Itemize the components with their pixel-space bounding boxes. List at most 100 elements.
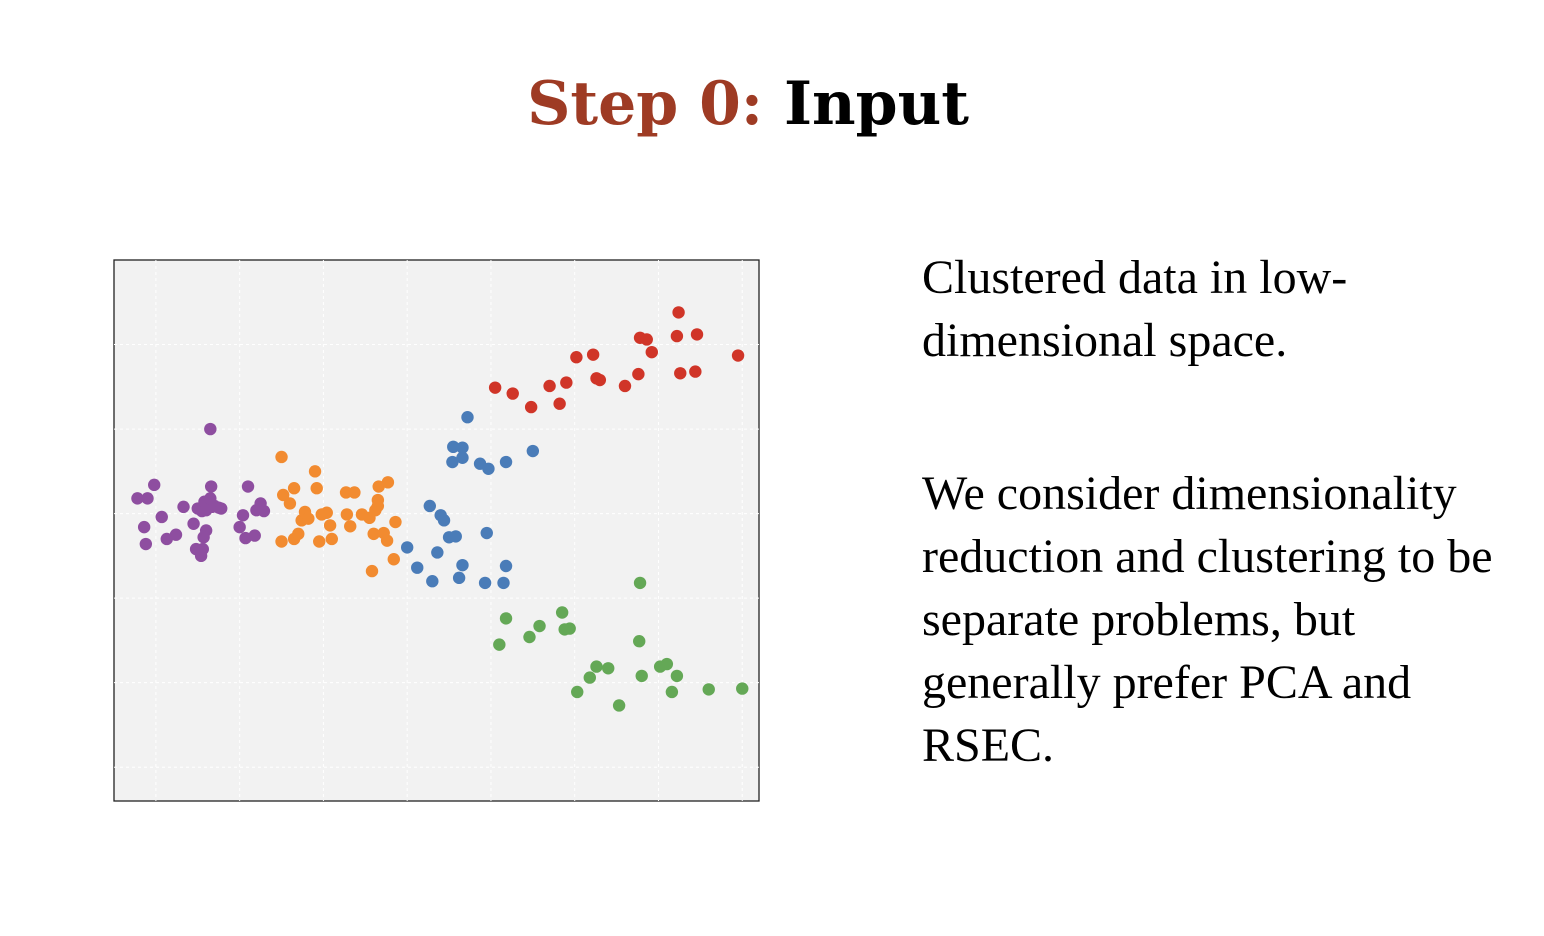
scatter-point-cluster-4 <box>586 348 600 361</box>
scatter-point-cluster-1 <box>160 532 173 546</box>
scatter-point-cluster-4 <box>618 379 632 393</box>
scatter-point-cluster-4 <box>731 349 745 362</box>
scatter-point-cluster-2 <box>367 527 380 541</box>
scatter-point-cluster-5 <box>635 669 648 683</box>
scatter-point-cluster-2 <box>275 450 288 464</box>
grid-lines <box>114 260 759 801</box>
slide-title: Step 0: Input <box>0 66 1496 142</box>
scatter-point-cluster-2 <box>325 532 338 546</box>
scatter-point-cluster-3 <box>478 576 492 590</box>
scatter-point-cluster-1 <box>241 480 255 493</box>
scatter-point-cluster-3 <box>437 514 451 527</box>
scatter-point-cluster-5 <box>602 662 615 675</box>
title-main-label: Input <box>783 69 969 139</box>
scatter-point-cluster-5 <box>670 669 684 683</box>
scatter-point-cluster-4 <box>506 387 519 400</box>
scatter-point-cluster-5 <box>493 638 506 651</box>
scatter-point-cluster-3 <box>411 561 424 574</box>
scatter-point-cluster-1 <box>137 520 151 534</box>
scatter-point-cluster-2 <box>313 535 326 548</box>
scatter-point-cluster-2 <box>389 515 402 529</box>
title-step-label: Step 0: <box>527 69 764 139</box>
scatter-point-cluster-2 <box>292 527 305 541</box>
scatter-point-cluster-3 <box>431 546 444 559</box>
scatter-point-cluster-2 <box>320 506 333 519</box>
scatter-point-cluster-3 <box>499 559 513 573</box>
scatter-point-cluster-3 <box>499 455 513 469</box>
scatter-point-cluster-1 <box>189 542 203 556</box>
scatter-point-cluster-4 <box>524 400 538 414</box>
scatter-point-cluster-2 <box>344 520 357 533</box>
scatter-point-cluster-1 <box>257 504 271 518</box>
scatter-point-cluster-3 <box>447 440 460 454</box>
scatter-point-cluster-3 <box>456 558 469 572</box>
scatter-point-cluster-3 <box>526 444 540 458</box>
scatter-point-cluster-3 <box>449 530 462 543</box>
scatter-point-cluster-5 <box>563 622 576 635</box>
scatter-point-cluster-2 <box>323 519 337 532</box>
scatter-point-cluster-2 <box>340 508 354 521</box>
scatter-point-cluster-4 <box>689 365 702 378</box>
scatter-point-cluster-5 <box>702 683 715 696</box>
scatter-point-cluster-3 <box>461 411 474 424</box>
scatter-point-cluster-2 <box>381 476 395 489</box>
scatter-point-cluster-3 <box>446 455 459 469</box>
scatter-point-cluster-1 <box>233 520 246 534</box>
scatter-point-cluster-4 <box>593 373 607 387</box>
scatter-point-cluster-2 <box>371 493 385 507</box>
scatter-point-cluster-3 <box>456 451 469 465</box>
scatter-point-cluster-1 <box>177 500 190 514</box>
scatter-point-cluster-1 <box>204 480 218 493</box>
scatter-point-cluster-4 <box>640 333 653 346</box>
scatter-point-cluster-4 <box>645 345 658 359</box>
scatter-point-cluster-3 <box>452 571 466 585</box>
scatter-point-cluster-3 <box>400 541 414 554</box>
scatter-point-cluster-5 <box>571 685 584 699</box>
scatter-point-cluster-5 <box>665 685 679 699</box>
scatter-point-cluster-3 <box>423 499 436 513</box>
scatter-point-cluster-4 <box>632 367 645 381</box>
scatter-point-cluster-4 <box>690 328 704 341</box>
scatter-point-cluster-1 <box>197 531 210 544</box>
scatter-point-cluster-1 <box>187 517 200 530</box>
scatter-point-cluster-5 <box>583 671 596 684</box>
scatter-point-cluster-1 <box>236 509 250 522</box>
scatter-point-cluster-3 <box>497 576 510 590</box>
scatter-point-cluster-2 <box>387 553 400 566</box>
scatter-point-cluster-4 <box>560 376 573 389</box>
scatter-point-cluster-4 <box>674 367 687 380</box>
scatter-point-cluster-5 <box>590 660 603 673</box>
scatter-point-cluster-1 <box>215 502 228 515</box>
scatter-point-cluster-1 <box>141 492 154 505</box>
scatter-point-cluster-3 <box>480 526 493 540</box>
scatter-point-cluster-5 <box>523 630 536 644</box>
scatter-point-cluster-4 <box>553 397 566 410</box>
scatter-point-cluster-1 <box>204 422 217 436</box>
scatter-point-cluster-1 <box>169 528 183 541</box>
scatter-point-cluster-5 <box>612 699 626 712</box>
scatter-point-cluster-5 <box>736 682 749 695</box>
scatter-point-cluster-4 <box>488 381 502 394</box>
scatter-point-cluster-2 <box>283 497 297 510</box>
scatter-point-cluster-2 <box>277 488 290 502</box>
scatter-point-cluster-5 <box>533 619 546 633</box>
scatter-point-cluster-1 <box>248 529 261 542</box>
scatter-point-cluster-4 <box>672 306 685 319</box>
data-points <box>131 306 749 712</box>
scatter-point-cluster-2 <box>348 486 361 499</box>
scatter-point-cluster-2 <box>308 465 322 478</box>
scatter-point-cluster-2 <box>275 535 288 548</box>
description-paragraph-1: Clustered data in low-dimensional space. <box>922 251 1348 367</box>
description-paragraph-2: We consider dimensionality reduction and… <box>922 467 1493 772</box>
scatter-point-cluster-2 <box>310 482 323 495</box>
scatter-point-cluster-1 <box>139 537 153 551</box>
scatter-point-cluster-3 <box>482 462 495 475</box>
scatter-point-cluster-5 <box>633 576 647 590</box>
scatter-point-cluster-3 <box>426 575 439 588</box>
scatter-point-cluster-2 <box>287 482 301 495</box>
scatter-point-cluster-1 <box>155 510 168 524</box>
scatter-point-cluster-4 <box>543 379 556 393</box>
scatter-point-cluster-2 <box>365 564 379 578</box>
scatter-point-cluster-2 <box>302 512 315 525</box>
